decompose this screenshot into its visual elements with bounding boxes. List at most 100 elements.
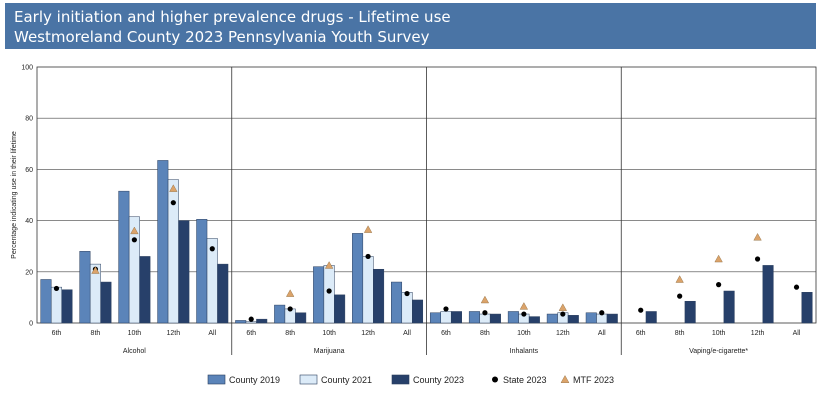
- legend-label: MTF 2023: [573, 375, 614, 385]
- marker-state-2023: [638, 307, 644, 313]
- bar-county-2023: [450, 311, 462, 324]
- bar-county-2023: [801, 292, 813, 324]
- legend-swatch: [391, 374, 410, 385]
- marker-mtf-2023: [675, 275, 684, 283]
- group-label: Inhalants: [510, 348, 539, 355]
- bar-county-2019: [468, 311, 480, 324]
- legend-swatch: [299, 374, 318, 385]
- marker-state-2023: [53, 285, 60, 292]
- x-tick-label: 8th: [480, 330, 490, 337]
- y-tick-label: 40: [25, 218, 33, 225]
- y-tick-label: 80: [25, 116, 33, 123]
- bar-county-2019: [79, 251, 91, 324]
- marker-mtf-2023: [558, 303, 567, 311]
- group-label: Vaping/e-cigarette*: [689, 348, 748, 355]
- marker-mtf-2023: [286, 289, 295, 297]
- bar-county-2023: [217, 263, 229, 324]
- x-tick-label: 8th: [285, 330, 295, 337]
- bar-county-2023: [489, 313, 501, 324]
- bar-county-2023: [567, 315, 579, 324]
- marker-mtf-2023: [753, 233, 762, 241]
- chart-header: Early initiation and higher prevalence d…: [5, 3, 816, 49]
- marker-state-2023: [131, 237, 137, 243]
- bar-county-2023: [723, 290, 735, 324]
- bar-county-2023: [528, 316, 540, 324]
- bar-county-2021: [401, 292, 413, 324]
- bar-county-2021: [479, 313, 491, 324]
- x-tick-label: All: [403, 330, 411, 337]
- chart-title: Early initiation and higher prevalence d…: [14, 8, 451, 26]
- x-tick-label: All: [208, 330, 216, 337]
- x-tick-label: 12th: [167, 330, 181, 337]
- marker-state-2023: [170, 200, 176, 206]
- marker-mtf-2023: [519, 302, 529, 310]
- bar-county-2021: [245, 321, 257, 324]
- marker-state-2023: [793, 284, 800, 290]
- x-tick-label: 12th: [361, 330, 375, 337]
- bar-county-2019: [313, 266, 325, 324]
- marker-state-2023: [716, 282, 722, 288]
- y-tick-label: 60: [25, 167, 33, 174]
- bar-county-2019: [40, 279, 52, 324]
- bar-county-2023: [256, 318, 268, 324]
- bar-county-2023: [645, 311, 657, 324]
- bar-county-2019: [118, 190, 130, 324]
- bar-county-2019: [585, 312, 597, 324]
- marker-state-2023: [365, 253, 371, 260]
- bar-county-2021: [362, 256, 374, 324]
- x-tick-label: 6th: [52, 330, 62, 337]
- bar-county-2023: [684, 300, 696, 324]
- x-tick-label: 6th: [441, 330, 451, 337]
- marker-state-2023: [248, 316, 254, 322]
- x-tick-label: 6th: [246, 330, 256, 337]
- bar-county-2021: [50, 286, 62, 324]
- x-tick-label: All: [793, 330, 801, 337]
- marker-state-2023: [326, 288, 332, 294]
- x-tick-label: 10th: [517, 330, 531, 337]
- x-tick-label: 12th: [751, 330, 765, 337]
- bar-county-2019: [235, 320, 247, 324]
- marker-state-2023: [754, 256, 761, 262]
- x-tick-label: 12th: [556, 330, 570, 337]
- marker-state-2023: [521, 311, 527, 317]
- bar-county-2019: [196, 219, 208, 324]
- marker-mtf-2023: [130, 226, 139, 235]
- bar-county-2019: [352, 233, 364, 324]
- x-tick-label: 10th: [128, 330, 142, 337]
- legend-swatch: [207, 374, 226, 385]
- marker-state-2023: [599, 310, 605, 316]
- marker-state-2023: [482, 310, 488, 316]
- marker-state-2023: [443, 306, 449, 312]
- legend-swatch: [492, 376, 498, 383]
- y-tick-label: 20: [25, 269, 33, 276]
- legend-label: County 2021: [321, 375, 372, 385]
- y-axis-label: Percentage indicating use in their lifet…: [11, 131, 18, 259]
- x-tick-label: All: [598, 330, 606, 337]
- bar-county-2019: [507, 311, 519, 324]
- marker-mtf-2023: [169, 184, 178, 192]
- bar-county-2023: [139, 256, 151, 324]
- bar-county-2021: [323, 265, 335, 324]
- group-label: Alcohol: [123, 348, 146, 355]
- x-tick-label: 10th: [712, 330, 726, 337]
- bar-county-2023: [373, 268, 385, 324]
- bar-county-2023: [606, 313, 618, 324]
- bar-county-2023: [762, 265, 774, 324]
- x-tick-label: 8th: [675, 330, 685, 337]
- bar-county-2019: [157, 160, 169, 324]
- x-tick-label: 10th: [322, 330, 336, 337]
- marker-state-2023: [209, 246, 215, 252]
- marker-mtf-2023: [91, 266, 100, 274]
- bar-county-2019: [546, 313, 558, 324]
- marker-state-2023: [677, 293, 683, 299]
- bar-county-2019: [274, 304, 286, 324]
- marker-state-2023: [287, 306, 293, 312]
- y-tick-label: 100: [21, 65, 33, 72]
- bar-county-2019: [429, 312, 441, 324]
- legend-label: State 2023: [503, 375, 547, 385]
- marker-mtf-2023: [480, 295, 490, 304]
- marker-mtf-2023: [324, 261, 334, 269]
- group-label: Marijuana: [314, 348, 345, 355]
- marker-state-2023: [560, 311, 566, 317]
- legend-label: County 2023: [413, 375, 464, 385]
